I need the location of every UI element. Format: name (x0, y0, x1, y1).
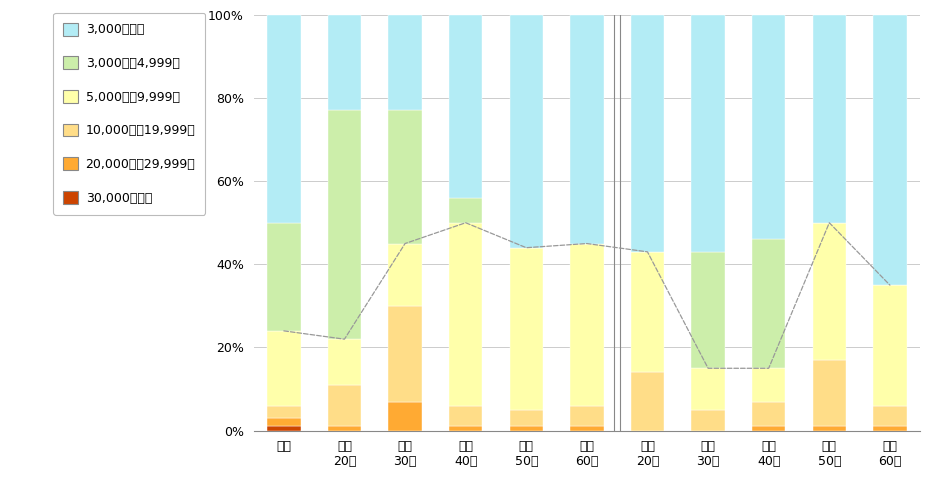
Bar (570, 427, 604, 431)
Bar (328, 15, 362, 110)
Bar (691, 252, 725, 368)
Bar (691, 410, 725, 431)
Bar (268, 331, 300, 406)
Bar (449, 223, 483, 406)
Bar (812, 427, 846, 431)
Bar (570, 406, 604, 427)
Bar (510, 427, 543, 431)
Bar (268, 427, 300, 431)
Bar (752, 401, 785, 427)
Bar (389, 401, 422, 431)
Bar (752, 15, 785, 240)
Bar (510, 248, 543, 410)
Bar (449, 15, 483, 198)
Bar (691, 368, 725, 410)
Bar (812, 15, 846, 223)
Bar (328, 385, 362, 427)
Bar (570, 15, 604, 244)
Bar (812, 223, 846, 360)
Bar (510, 15, 543, 247)
Legend: 3,000円未満, 3,000円～4,999円, 5,000円～9,999円, 10,000円～19,999円, 20,000円～29,999円, 30,000: 3,000円未満, 3,000円～4,999円, 5,000円～9,999円, … (54, 13, 206, 214)
Bar (328, 339, 362, 385)
Bar (449, 198, 483, 223)
Bar (268, 418, 300, 427)
Bar (389, 15, 422, 110)
Bar (328, 110, 362, 339)
Bar (752, 427, 785, 431)
Bar (752, 368, 785, 401)
Bar (691, 15, 725, 252)
Bar (268, 406, 300, 418)
Bar (449, 427, 483, 431)
Bar (873, 15, 906, 285)
Bar (449, 406, 483, 427)
Bar (389, 110, 422, 244)
Bar (873, 285, 906, 406)
Bar (873, 406, 906, 427)
Bar (631, 15, 664, 252)
Bar (328, 427, 362, 431)
Bar (752, 240, 785, 368)
Bar (873, 427, 906, 431)
Bar (631, 372, 664, 431)
Bar (389, 244, 422, 306)
Bar (510, 410, 543, 427)
Bar (631, 252, 664, 372)
Bar (268, 15, 300, 223)
Bar (570, 244, 604, 406)
Bar (268, 223, 300, 331)
Bar (812, 360, 846, 427)
Bar (389, 306, 422, 401)
